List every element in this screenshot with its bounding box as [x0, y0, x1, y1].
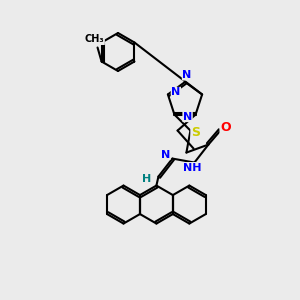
- Text: N: N: [171, 87, 181, 98]
- Text: NH: NH: [183, 163, 202, 172]
- Text: H: H: [142, 174, 151, 184]
- Text: N: N: [183, 112, 192, 122]
- Text: N: N: [161, 150, 170, 160]
- Text: O: O: [220, 121, 231, 134]
- Text: N: N: [182, 70, 192, 80]
- Text: S: S: [191, 126, 200, 139]
- Text: CH₃: CH₃: [85, 34, 104, 44]
